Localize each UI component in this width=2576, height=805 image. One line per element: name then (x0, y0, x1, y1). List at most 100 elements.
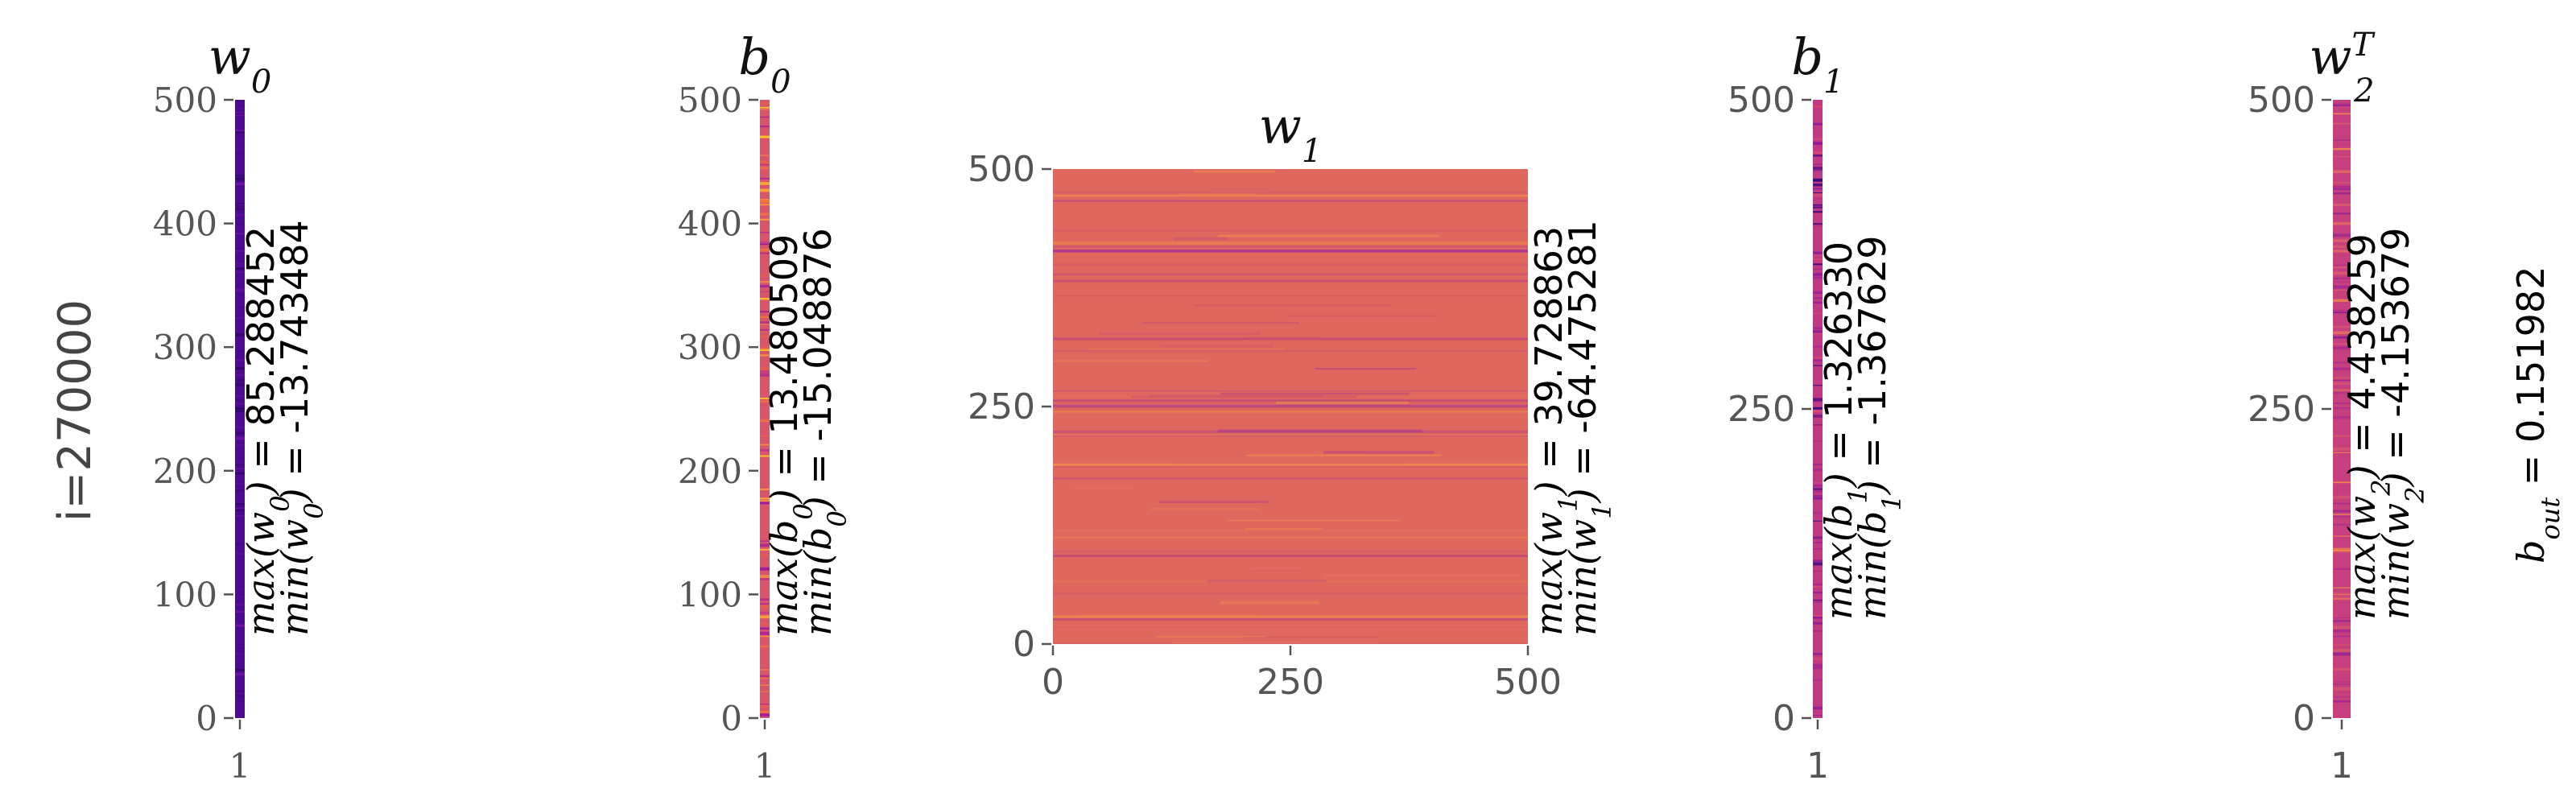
heatmap-stripe (760, 291, 770, 293)
heatmap-stripe (1813, 657, 1823, 661)
annotation-min-b0-value: = -15.048876 (796, 228, 840, 496)
annotation-max-w0-value: = 85.288452 (239, 226, 283, 481)
heatmap-stripe (760, 249, 770, 252)
heatmap-stripe (1813, 168, 1823, 171)
heatmap-stripe (235, 333, 245, 336)
heatmap-stripe (1276, 401, 1410, 404)
heatmap-stripe (1053, 430, 1528, 434)
heatmap-stripe (2333, 407, 2351, 410)
heatmap-stripe (2333, 155, 2351, 158)
heatmap-stripe (1813, 211, 1823, 213)
heatmap-stripe (760, 200, 770, 204)
y-tick-label: 0 (720, 699, 742, 738)
heatmap-stripe (2333, 452, 2351, 453)
heatmap-stripe (235, 378, 245, 382)
heatmap-stripe (1813, 198, 1823, 200)
heatmap-stripe (760, 627, 770, 630)
heatmap-stripe (1813, 358, 1823, 362)
heatmap-stripe (235, 288, 245, 292)
heatmap-stripe (235, 489, 245, 492)
heatmap-stripe (2333, 299, 2351, 303)
heatmap-stripe (1323, 574, 1521, 577)
heatmap-stripe (1053, 465, 1528, 468)
heatmap-stripe (760, 554, 770, 557)
heatmap-stripe (235, 461, 245, 464)
heatmap-stripe (760, 631, 770, 635)
heatmap-stripe (1813, 155, 1823, 157)
heatmap-stripe (1813, 601, 1823, 603)
heatmap-stripe (1813, 291, 1823, 294)
heatmap-stripe (1053, 279, 1528, 283)
heatmap-stripe (1813, 559, 1823, 563)
heatmap-stripe (235, 303, 245, 305)
heatmap-stripe (760, 203, 770, 206)
heatmap-stripe (1194, 304, 1391, 307)
heatmap-stripe (2333, 649, 2351, 653)
heatmap-stripe (235, 349, 245, 352)
heatmap-stripe (1813, 621, 1823, 625)
heatmap-stripe (760, 500, 770, 502)
heatmap-stripe (2333, 597, 2351, 599)
heatmap-stripe (760, 298, 770, 300)
annotation-min-w1-value: = -64.475281 (1561, 220, 1604, 488)
heatmap-stripe (235, 250, 245, 252)
heatmap-stripe (1813, 570, 1823, 572)
heatmap-stripe (1053, 615, 1528, 618)
heatmap-stripe (1218, 429, 1422, 432)
heatmap-stripe (1053, 229, 1528, 232)
heatmap-stripe (760, 669, 770, 671)
heatmap-stripe (1053, 550, 1528, 553)
annotation-min-w2-label: min(w (2374, 503, 2417, 620)
heatmap-stripe (2333, 102, 2351, 105)
heatmap-stripe (2333, 233, 2351, 235)
heatmap-stripe (2333, 447, 2351, 451)
heatmap-stripe (1813, 520, 1823, 522)
annotation-min-b1-subscript: 1 (1876, 494, 1907, 510)
heatmap-stripe (235, 477, 245, 479)
heatmap-stripe (1155, 635, 1265, 638)
heatmap-stripe (2333, 192, 2351, 195)
heatmap-stripe (760, 611, 770, 614)
heatmap-stripe (2333, 403, 2351, 407)
annotation-min-b1-value: = -1.367629 (1851, 235, 1894, 480)
heatmap-stripe (2333, 510, 2351, 512)
heatmap-stripe (2333, 495, 2351, 499)
heatmap-stripe (235, 431, 245, 435)
heatmap-stripe (1813, 385, 1823, 386)
heatmap-stripe (1323, 451, 1435, 454)
heatmap-stripe (760, 311, 770, 313)
heatmap-stripe (1813, 398, 1823, 401)
heatmap-stripe (760, 328, 770, 332)
heatmap-stripe (2333, 617, 2351, 619)
panel-title-subscript: 0 (770, 64, 791, 101)
heatmap-stripe (235, 515, 245, 517)
heatmap-stripe (235, 108, 245, 110)
panel-title-w0: w0 (208, 27, 272, 101)
heatmap-stripe (760, 605, 770, 609)
heatmap-stripe (235, 374, 245, 376)
heatmap-stripe (1053, 273, 1528, 276)
heatmap-stripe (2333, 415, 2351, 419)
heatmap-stripe (1215, 205, 1443, 207)
panel-title-symbol: b (1791, 27, 1823, 86)
heatmap-stripe (760, 349, 770, 351)
heatmap-stripe (2333, 170, 2351, 171)
heatmap-stripe (1207, 580, 1327, 583)
y-tick-label: 0 (1013, 624, 1035, 665)
heatmap-stripe (2333, 245, 2351, 249)
heatmap-stripe (760, 188, 770, 192)
heatmap-stripe (235, 462, 245, 465)
heatmap-stripe (1813, 268, 1823, 270)
heatmap-stripe (235, 223, 245, 226)
heatmap-stripe (1813, 548, 1823, 550)
panel-title-w1: w1 (1259, 97, 1323, 170)
heatmap-stripe (235, 444, 245, 447)
heatmap-stripe (1813, 301, 1823, 303)
annotation-max-b1-value: = 1.326330 (1817, 242, 1860, 473)
panel-title-b1: b1 (1791, 27, 1843, 101)
annotation-min-w0-subscript: 0 (299, 502, 329, 518)
panel-title-symbol: b (738, 27, 770, 86)
y-tick-label: 400 (153, 204, 217, 244)
